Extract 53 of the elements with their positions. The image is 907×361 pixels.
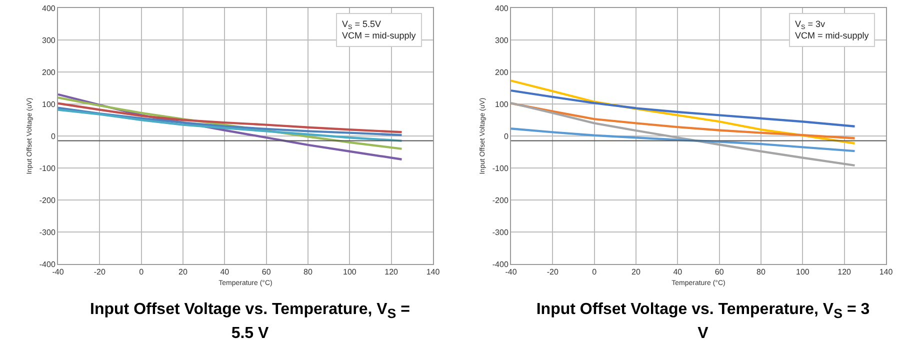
annotation: VCM = mid-supply bbox=[342, 30, 416, 41]
chart-title: Input Offset Voltage vs. Temperature, V$_{S}$ = 3 V bbox=[536, 301, 870, 342]
x-tick-label: 140 bbox=[426, 268, 440, 277]
x-tick-label: 140 bbox=[879, 268, 894, 277]
y-tick-label: 0 bbox=[50, 132, 56, 141]
y-tick-label: 300 bbox=[42, 36, 56, 45]
line-series bbox=[511, 102, 856, 140]
x-tick-label: 20 bbox=[632, 268, 641, 277]
y-tick-label: -200 bbox=[492, 196, 509, 205]
annotation: V$_{S}$ = 5.5V bbox=[342, 19, 381, 31]
y-tick-label: -100 bbox=[492, 164, 509, 173]
x-tick-label: -40 bbox=[505, 268, 518, 277]
annotation: VCM = mid-supply bbox=[795, 30, 870, 41]
y-tick-label: 100 bbox=[495, 100, 509, 109]
y-tick-label: -200 bbox=[39, 196, 56, 205]
x-tick-label: 40 bbox=[673, 268, 683, 277]
y-tick-label: 400 bbox=[42, 4, 56, 13]
y-tick-label: 0 bbox=[504, 132, 509, 141]
x-tick-label: 60 bbox=[262, 268, 272, 277]
line-series bbox=[58, 108, 403, 142]
x-tick-label: -20 bbox=[94, 268, 106, 277]
x-tick-label: 80 bbox=[756, 268, 766, 277]
x-tick-label: 40 bbox=[220, 268, 230, 277]
x-tick-label: 20 bbox=[178, 268, 188, 277]
x-tick-label: 120 bbox=[838, 268, 852, 277]
line-series bbox=[58, 96, 403, 150]
x-tick-label: 100 bbox=[342, 268, 357, 277]
y-tick-label: 100 bbox=[42, 100, 56, 109]
y-tick-label: -300 bbox=[492, 228, 509, 237]
y-tick-label: 200 bbox=[495, 68, 509, 77]
x-tick-label: 80 bbox=[304, 268, 313, 277]
y-tick-label: 400 bbox=[495, 4, 509, 13]
x-tick-label: 0 bbox=[139, 268, 144, 277]
line-series bbox=[511, 89, 856, 128]
chart-title: Input Offset Voltage vs. Temperature, V$_{S}$ = 5.5 V bbox=[90, 301, 410, 342]
y-tick-label: -400 bbox=[39, 260, 56, 269]
line-series bbox=[58, 93, 403, 160]
line-series bbox=[511, 80, 856, 144]
x-tick-label: -40 bbox=[52, 268, 64, 277]
x-tick-label: -20 bbox=[546, 268, 559, 277]
x-tick-label: 60 bbox=[714, 268, 724, 277]
y-tick-label: -300 bbox=[39, 228, 56, 237]
line-series bbox=[511, 128, 856, 152]
line-series bbox=[58, 106, 403, 136]
x-tick-label: 100 bbox=[796, 268, 810, 277]
line-series bbox=[58, 102, 403, 134]
x-tick-label: 120 bbox=[384, 268, 399, 277]
y-tick-label: -400 bbox=[492, 260, 509, 269]
x-tick-label: 0 bbox=[592, 268, 598, 277]
y-tick-label: 300 bbox=[495, 36, 509, 45]
y-tick-label: 200 bbox=[42, 68, 56, 77]
y-tick-label: -100 bbox=[39, 164, 56, 173]
annotation: V$_{S}$ = 3v bbox=[795, 19, 826, 31]
